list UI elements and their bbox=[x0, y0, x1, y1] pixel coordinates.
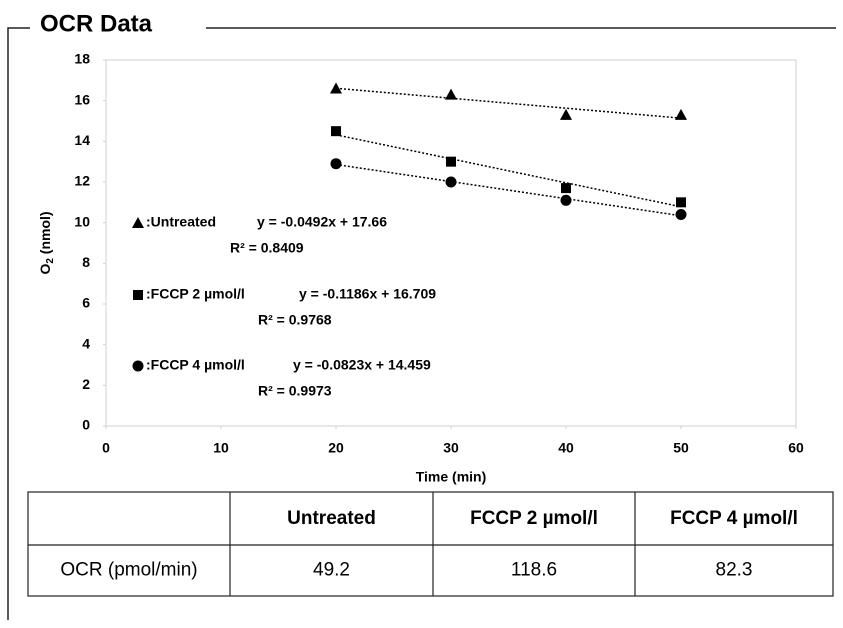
y-axis-label: O2 (nmol) bbox=[37, 211, 56, 274]
y-tick-label: 10 bbox=[74, 213, 90, 229]
panel-title: OCR Data bbox=[40, 10, 153, 37]
y-tick-label: 8 bbox=[82, 254, 90, 270]
panel-frame bbox=[7, 27, 836, 620]
legend-label: :FCCP 2 µmol/l bbox=[146, 286, 245, 302]
y-tick-label: 0 bbox=[82, 417, 90, 433]
x-tick-label: 10 bbox=[213, 440, 229, 456]
legend-label: :Untreated bbox=[146, 214, 216, 230]
marker-square bbox=[331, 126, 341, 137]
marker-square bbox=[133, 290, 143, 300]
trendline bbox=[335, 87, 682, 119]
marker-circle bbox=[132, 360, 144, 372]
table-cell: OCR (pmol/min) bbox=[60, 560, 197, 581]
y-tick-label: 14 bbox=[74, 132, 90, 148]
x-tick-label: 40 bbox=[558, 440, 574, 456]
equation: y = -0.1186x + 16.709 bbox=[299, 286, 436, 302]
table-header: FCCP 2 µmol/l bbox=[470, 508, 598, 529]
marker-circle bbox=[330, 158, 342, 170]
table-cell: 118.6 bbox=[511, 560, 557, 581]
marker-triangle bbox=[330, 82, 342, 94]
marker-triangle bbox=[560, 108, 572, 120]
x-tick-label: 50 bbox=[673, 440, 689, 456]
r-squared: R² = 0.9768 bbox=[258, 312, 332, 328]
y-label-main: O bbox=[37, 264, 53, 275]
table-header: Untreated bbox=[287, 508, 376, 529]
r-squared: R² = 0.9973 bbox=[258, 383, 332, 399]
trendline bbox=[335, 134, 682, 208]
marker-circle bbox=[675, 209, 687, 221]
x-tick-label: 30 bbox=[443, 440, 459, 456]
marker-square bbox=[676, 197, 686, 208]
table-cell: 82.3 bbox=[716, 560, 753, 581]
marker-square bbox=[561, 183, 571, 194]
table-border bbox=[27, 491, 834, 597]
y-tick-label: 12 bbox=[74, 173, 90, 189]
marker-triangle bbox=[132, 217, 144, 228]
y-label-rest: (nmol) bbox=[37, 211, 53, 258]
table: Untreated FCCP 2 µmol/l FCCP 4 µmol/l OCR (… bbox=[27, 491, 834, 597]
equation: y = -0.0492x + 17.66 bbox=[257, 214, 387, 230]
x-tick-label: 60 bbox=[788, 440, 804, 456]
y-tick-label: 2 bbox=[82, 376, 90, 392]
x-tick-label: 20 bbox=[328, 440, 344, 456]
y-label-sub: 2 bbox=[45, 258, 56, 264]
trendline bbox=[335, 163, 682, 217]
equation: y = -0.0823x + 14.459 bbox=[293, 357, 431, 373]
marker-triangle bbox=[675, 108, 687, 120]
table-header: FCCP 4 µmol/l bbox=[670, 508, 798, 529]
x-tick-label: 0 bbox=[102, 440, 110, 456]
marker-circle bbox=[560, 194, 572, 206]
y-tick-label: 6 bbox=[82, 295, 90, 311]
y-tick-label: 16 bbox=[74, 91, 90, 107]
x-axis-label: Time (min) bbox=[416, 469, 487, 485]
marker-circle bbox=[445, 176, 457, 188]
r-squared: R² = 0.8409 bbox=[230, 240, 304, 256]
marker-square bbox=[446, 156, 456, 167]
table-cell: 49.2 bbox=[313, 560, 350, 581]
legend-label: :FCCP 4 µmol/l bbox=[146, 357, 245, 373]
marker-triangle bbox=[445, 88, 457, 100]
y-tick-label: 4 bbox=[82, 335, 90, 351]
y-tick-label: 18 bbox=[74, 51, 90, 67]
